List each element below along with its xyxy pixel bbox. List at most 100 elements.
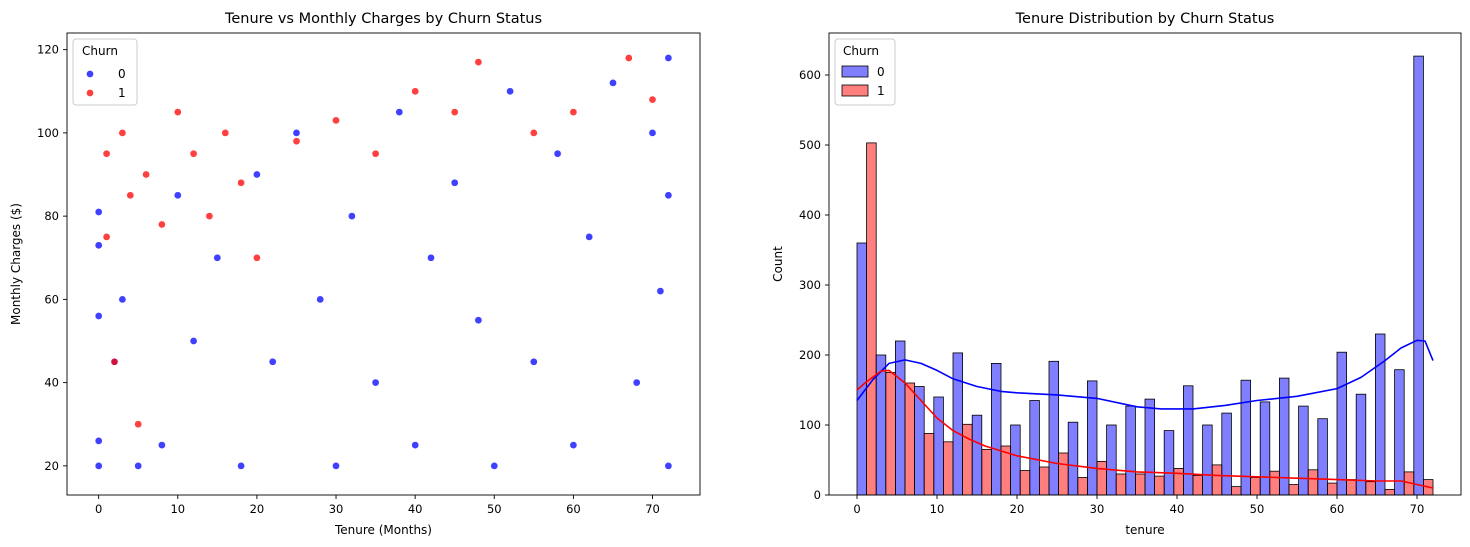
histogram-frame (828, 32, 1462, 496)
scatter-point-churn-0 (427, 253, 435, 262)
scatter-point-churn-1 (624, 54, 633, 62)
scatter-point-churn-0 (664, 54, 673, 62)
scatter-point-churn-1 (411, 87, 420, 96)
histogram-bar-churn-1 (1211, 464, 1223, 496)
scatter-title: Tenure vs Monthly Charges by Churn Statu… (224, 11, 542, 27)
scatter-frame (66, 32, 701, 496)
histogram-bar-churn-0 (1240, 379, 1252, 496)
histogram-bar-churn-0 (1336, 351, 1348, 496)
scatter-point-churn-0 (569, 441, 578, 449)
scatter-point-churn-0 (506, 87, 514, 96)
histogram-bar-churn-1 (1365, 481, 1376, 496)
scatter-point-churn-0 (585, 233, 594, 241)
histogram-x-tick-label: 30 (1090, 502, 1105, 516)
histogram-bar-churn-0 (1067, 421, 1079, 496)
scatter-point-churn-0 (395, 108, 404, 116)
histogram-bar-churn-1 (1288, 484, 1300, 496)
scatter-point-churn-1 (142, 170, 150, 179)
scatter-point-churn-0 (450, 178, 459, 187)
scatter-point-churn-0 (490, 462, 499, 470)
histogram-bar-churn-0 (1413, 55, 1424, 496)
histogram-bar-churn-0 (1259, 401, 1271, 496)
scatter-point-churn-0 (371, 378, 380, 387)
scatter-x-tick-label: 60 (566, 502, 581, 516)
histogram-bar-churn-1 (981, 449, 992, 496)
histogram-legend: Churn 0 1 (834, 38, 896, 106)
histogram-title: Tenure Distribution by Churn Status (1015, 11, 1275, 27)
scatter-point-churn-1 (529, 129, 538, 137)
scatter-point-churn-1 (110, 357, 119, 366)
scatter-x-axis-label: Tenure (Months) (334, 523, 432, 537)
scatter-y-tick-label: 20 (44, 459, 59, 473)
histogram-bar-churn-0 (895, 340, 906, 496)
scatter-x-tick-label: 10 (170, 502, 185, 516)
scatter-point-churn-0 (411, 441, 420, 449)
scatter-point-churn-0 (94, 312, 103, 320)
scatter-point-churn-1 (569, 108, 578, 116)
scatter-x-tick-label: 50 (487, 502, 502, 516)
histogram-x-tick-label: 40 (1170, 502, 1185, 516)
kde-line-churn-0 (856, 339, 1434, 410)
histogram-x-tick-label: 60 (1330, 502, 1345, 516)
histogram-y-tick-label: 0 (814, 488, 821, 502)
histogram-bar-churn-1 (943, 441, 954, 496)
histogram-bar-churn-1 (1077, 477, 1088, 496)
scatter-point-churn-0 (237, 462, 245, 470)
histogram-bar-churn-0 (933, 396, 944, 496)
histogram-bar-churn-1 (1269, 470, 1280, 496)
scatter-point-churn-0 (664, 462, 673, 470)
scatter-x-tick-label: 30 (329, 502, 344, 516)
scatter-point-churn-1 (118, 129, 127, 137)
scatter-point-churn-0 (253, 170, 261, 179)
histogram-legend-swatch-1 (841, 84, 869, 97)
histogram-y-tick-label: 600 (799, 68, 821, 82)
scatter-point-churn-1 (102, 149, 111, 158)
histogram-bar-churn-0 (1106, 424, 1117, 496)
histogram-bar-churn-1 (1096, 460, 1108, 496)
scatter-point-churn-1 (237, 178, 245, 187)
scatter-point-churn-1 (134, 420, 143, 429)
scatter-y-tick-label: 60 (44, 292, 59, 306)
histogram-bar-churn-1 (1231, 486, 1242, 496)
histogram-bar-churn-0 (1048, 360, 1060, 496)
scatter-y-tick-label: 100 (37, 126, 59, 140)
scatter-y-tick-label: 80 (44, 209, 59, 223)
histogram-bar-churn-0 (971, 414, 983, 496)
scatter-point-churn-0 (553, 149, 562, 158)
scatter-point-churn-0 (632, 378, 641, 387)
scatter-points (94, 54, 673, 470)
scatter-legend-label-1: 1 (118, 86, 126, 100)
scatter-x-tick-label: 20 (250, 502, 265, 516)
histogram-y-axis-label: Count (771, 246, 785, 282)
histogram-bar-churn-1 (962, 423, 973, 496)
scatter-point-churn-0 (158, 441, 166, 449)
scatter-point-churn-1 (189, 149, 198, 158)
scatter-point-churn-0 (474, 316, 483, 325)
histogram-legend-label-1: 1 (877, 84, 885, 98)
scatter-point-churn-0 (656, 287, 665, 295)
scatter-point-churn-0 (189, 337, 198, 345)
histogram-bar-churn-1 (1346, 479, 1357, 496)
histogram-bar-churn-0 (1202, 424, 1213, 496)
scatter-point-churn-1 (292, 137, 301, 146)
scatter-point-churn-0 (118, 295, 127, 304)
scatter-point-churn-1 (173, 108, 182, 116)
histogram-x-ticks: 0 10 20 30 40 50 60 70 (853, 495, 1424, 516)
scatter-point-churn-1 (205, 212, 214, 220)
histogram-bar-churn-0 (1125, 405, 1136, 496)
histogram-bar-churn-1 (1135, 473, 1146, 496)
histogram-bar-churn-0 (875, 354, 887, 496)
scatter-point-churn-0 (316, 295, 325, 304)
histogram-x-tick-label: 10 (930, 502, 945, 516)
scatter-point-churn-1 (371, 149, 380, 158)
scatter-point-churn-0 (94, 437, 103, 445)
histogram-bars (856, 55, 1434, 496)
histogram-legend-title: Churn (843, 44, 879, 58)
histogram-bar-churn-0 (1163, 430, 1175, 496)
histogram-bar-churn-1 (866, 142, 877, 496)
scatter-point-churn-1 (158, 220, 166, 229)
histogram-legend-swatch-0 (841, 65, 869, 78)
